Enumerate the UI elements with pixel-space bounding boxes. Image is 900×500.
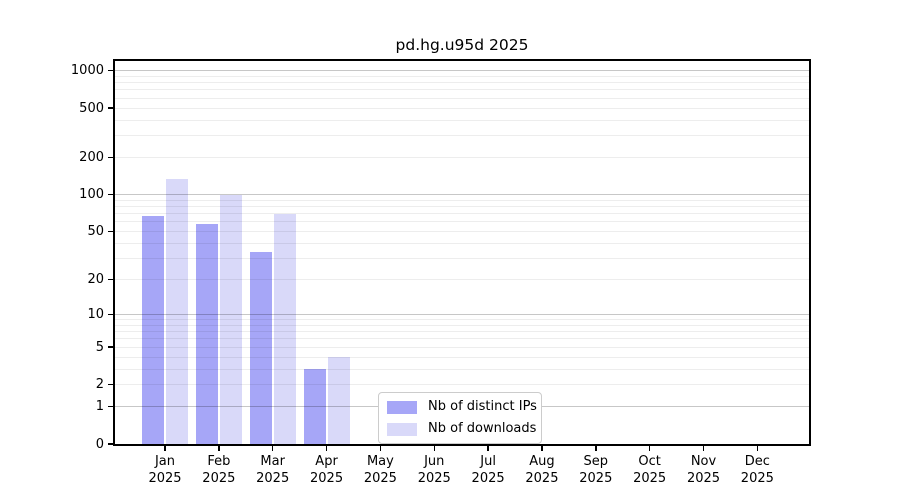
major-gridline-10 — [115, 313, 809, 315]
y-tick-label-0: 0 — [95, 436, 104, 452]
y-tick-0 — [108, 443, 113, 445]
minor-gridline-8 — [115, 324, 809, 326]
minor-gridline-90 — [115, 199, 809, 201]
y-tick-label-50: 50 — [87, 224, 104, 240]
minor-gridline-3 — [115, 368, 809, 370]
x-tick-jan — [164, 446, 166, 451]
x-tick-label-dec: Dec 2025 — [740, 454, 774, 486]
minor-gridline-500 — [115, 107, 809, 109]
bar-nb-of-downloads-jan — [166, 178, 188, 444]
x-tick-label-nov: Nov 2025 — [686, 454, 721, 486]
x-tick-mar — [271, 446, 274, 451]
minor-gridline-2 — [115, 384, 809, 386]
minor-gridline-4 — [115, 356, 809, 358]
minor-gridline-30 — [115, 257, 809, 259]
y-tick-20 — [108, 278, 113, 281]
major-gridline-100 — [115, 194, 809, 196]
minor-gridline-300 — [115, 135, 809, 137]
bar-nb-of-downloads-mar — [273, 213, 296, 444]
x-tick-label-feb: Feb 2025 — [202, 454, 236, 486]
x-tick-label-apr: Apr 2025 — [310, 454, 344, 486]
x-tick-aug — [541, 446, 543, 451]
x-tick-may — [379, 446, 382, 451]
bar-nb-of-downloads-apr — [327, 357, 350, 444]
legend-swatch-downloads — [387, 422, 417, 436]
y-tick-1000 — [108, 69, 113, 72]
y-tick-5 — [108, 346, 113, 348]
x-tick-jul — [487, 446, 489, 451]
x-tick-apr — [325, 446, 328, 451]
y-tick-10 — [108, 313, 113, 316]
legend-label-distinct-ips: Nb of distinct IPs — [428, 399, 537, 414]
x-tick-oct — [648, 446, 651, 451]
y-tick-200 — [108, 156, 113, 159]
minor-gridline-6 — [115, 338, 809, 340]
y-tick-label-10: 10 — [87, 306, 104, 322]
x-tick-label-jan: Jan 2025 — [148, 454, 182, 486]
minor-gridline-7 — [115, 331, 809, 333]
x-tick-label-jun: Jun 2025 — [417, 454, 451, 486]
x-tick-dec — [756, 446, 759, 451]
y-tick-label-20: 20 — [87, 272, 104, 288]
minor-gridline-9 — [115, 319, 809, 321]
chart-title: pd.hg.u95d 2025 — [395, 36, 529, 54]
y-tick-label-200: 200 — [79, 149, 104, 165]
y-tick-50 — [108, 230, 113, 233]
bar-nb-of-distinct-ips-mar — [249, 251, 272, 444]
minor-gridline-70 — [115, 213, 809, 215]
x-tick-label-oct: Oct 2025 — [633, 454, 667, 486]
bar-nb-of-distinct-ips-jan — [142, 216, 164, 444]
y-tick-2 — [108, 383, 113, 386]
x-tick-label-sep: Sep 2025 — [579, 454, 613, 486]
bar-nb-of-distinct-ips-feb — [195, 223, 218, 444]
y-tick-label-500: 500 — [79, 100, 104, 116]
legend-label-downloads: Nb of downloads — [428, 421, 537, 436]
y-tick-label-2: 2 — [95, 377, 104, 393]
minor-gridline-5 — [115, 346, 809, 348]
minor-gridline-80 — [115, 206, 809, 208]
legend-item-distinct-ips: Nb of distinct IPs — [387, 398, 537, 416]
minor-gridline-400 — [115, 119, 809, 121]
legend: Nb of distinct IPs Nb of downloads — [378, 392, 542, 444]
minor-gridline-800 — [115, 82, 809, 84]
x-tick-sep — [595, 446, 597, 451]
x-tick-jun — [433, 446, 435, 451]
y-tick-label-1: 1 — [95, 399, 104, 415]
y-tick-1 — [108, 405, 113, 408]
y-tick-label-1000: 1000 — [70, 63, 104, 79]
y-tick-100 — [108, 193, 113, 196]
x-tick-nov — [702, 446, 705, 451]
minor-gridline-200 — [115, 156, 809, 158]
y-tick-500 — [108, 107, 113, 109]
bar-nb-of-downloads-feb — [219, 194, 242, 444]
bar-nb-of-distinct-ips-apr — [303, 369, 326, 444]
x-tick-label-mar: Mar 2025 — [256, 454, 290, 486]
minor-gridline-50 — [115, 231, 809, 233]
x-tick-label-may: May 2025 — [363, 454, 397, 486]
minor-gridline-600 — [115, 97, 809, 99]
x-tick-label-aug: Aug 2025 — [525, 454, 559, 486]
minor-gridline-40 — [115, 242, 809, 244]
x-tick-feb — [218, 446, 220, 451]
legend-swatch-distinct-ips — [387, 400, 417, 414]
major-gridline-1000 — [115, 70, 809, 72]
minor-gridline-60 — [115, 221, 809, 223]
minor-gridline-20 — [115, 279, 809, 281]
legend-item-downloads: Nb of downloads — [387, 420, 537, 438]
x-tick-label-jul: Jul 2025 — [471, 454, 505, 486]
y-tick-label-100: 100 — [79, 187, 104, 203]
plot-area — [113, 59, 811, 446]
minor-gridline-900 — [115, 75, 809, 77]
y-tick-label-5: 5 — [95, 339, 104, 355]
minor-gridline-700 — [115, 89, 809, 91]
